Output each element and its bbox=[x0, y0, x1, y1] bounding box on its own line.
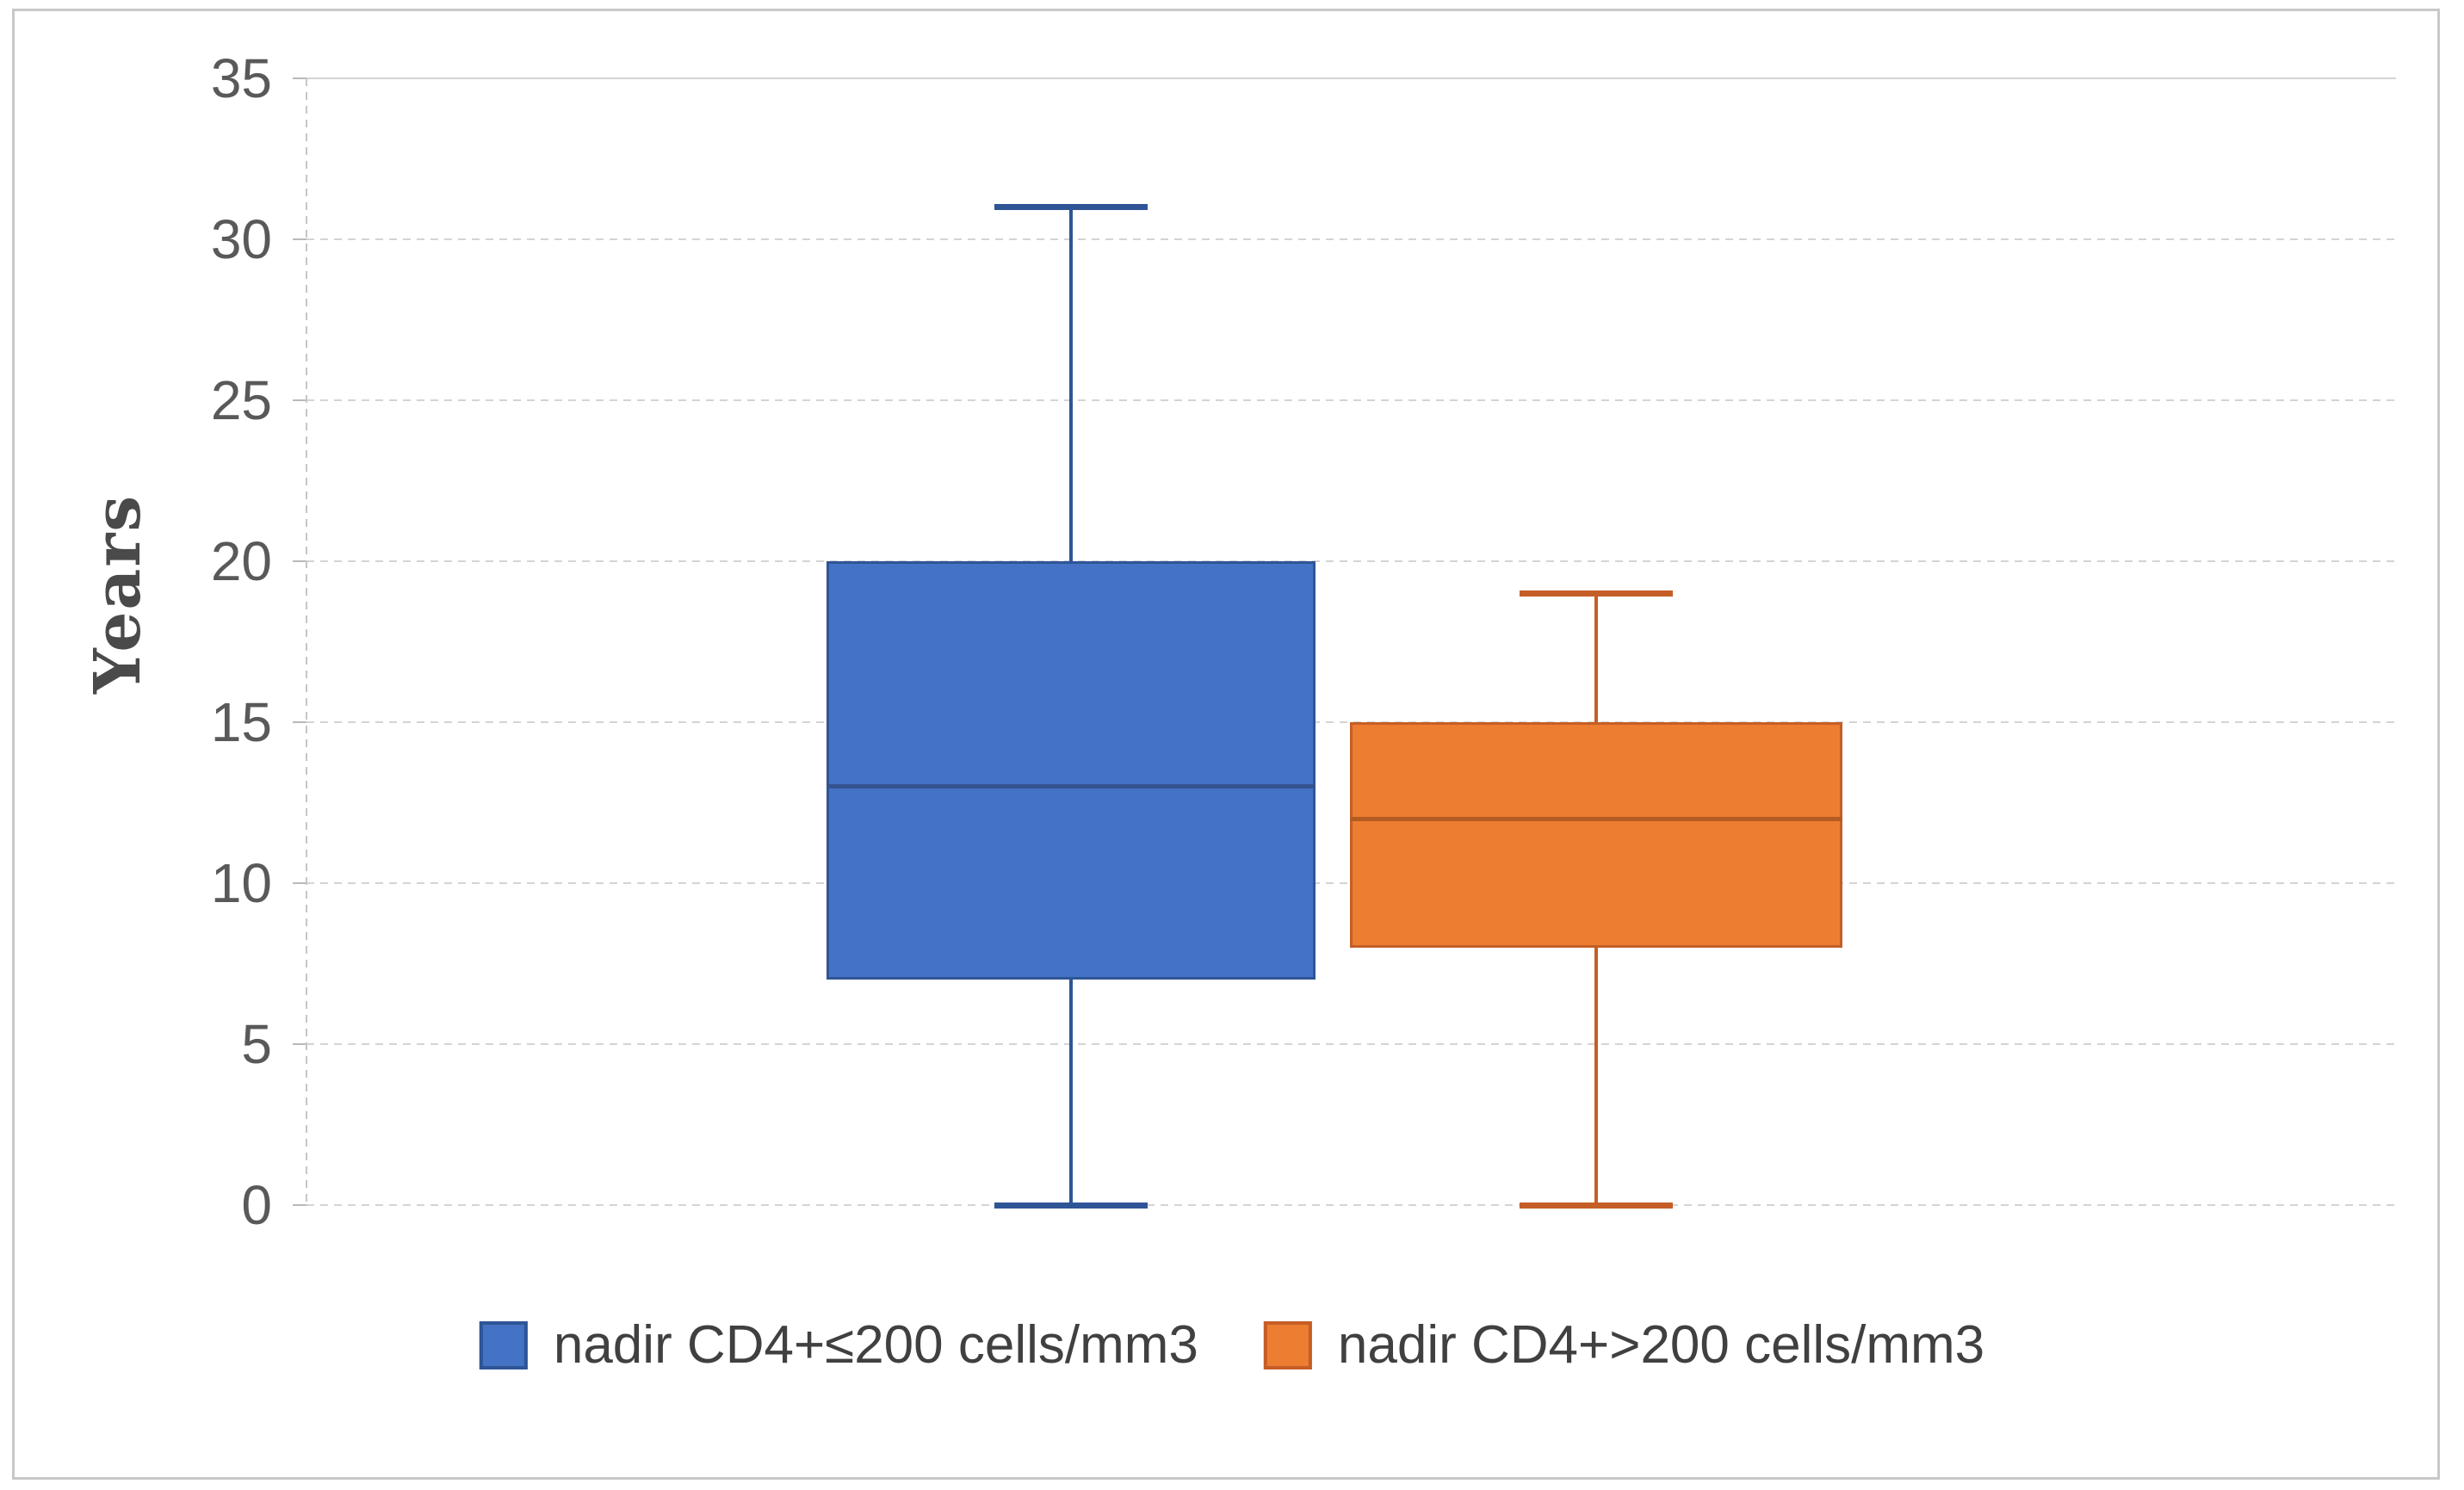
gridline-30 bbox=[306, 238, 2396, 240]
y-tick-0 bbox=[293, 1204, 306, 1206]
y-axis-line bbox=[306, 78, 307, 1205]
median-line-1 bbox=[1350, 816, 1842, 821]
median-line-0 bbox=[826, 784, 1316, 789]
y-tick-30 bbox=[293, 238, 306, 240]
gridline-0 bbox=[306, 1204, 2396, 1206]
y-tick-label-15: 15 bbox=[210, 691, 272, 753]
legend-item-1: nadir CD4+>200 cells/mm3 bbox=[1263, 1315, 1985, 1376]
legend-swatch-icon bbox=[479, 1321, 528, 1369]
y-tick-5 bbox=[293, 1043, 306, 1045]
y-tick-15 bbox=[293, 721, 306, 723]
gridline-35 bbox=[306, 77, 2396, 79]
gridline-20 bbox=[306, 560, 2396, 562]
whisker-cap-min-1 bbox=[1520, 1202, 1673, 1209]
legend-swatch-icon bbox=[1263, 1321, 1312, 1369]
y-tick-label-25: 25 bbox=[210, 369, 272, 431]
legend-label: nadir CD4+>200 cells/mm3 bbox=[1337, 1315, 1985, 1375]
y-tick-label-0: 0 bbox=[241, 1174, 272, 1236]
y-tick-25 bbox=[293, 399, 306, 401]
box-0 bbox=[826, 561, 1316, 980]
gridline-25 bbox=[306, 399, 2396, 401]
whisker-cap-max-1 bbox=[1520, 590, 1673, 597]
y-tick-label-30: 30 bbox=[210, 208, 272, 270]
y-tick-label-5: 5 bbox=[241, 1013, 272, 1075]
y-tick-label-20: 20 bbox=[210, 530, 272, 592]
box-1 bbox=[1350, 722, 1842, 948]
y-axis-title: Years bbox=[81, 493, 155, 695]
y-tick-10 bbox=[293, 882, 306, 884]
y-tick-label-35: 35 bbox=[210, 47, 272, 109]
whisker-lower-0 bbox=[1069, 980, 1073, 1205]
y-tick-20 bbox=[293, 560, 306, 562]
whisker-upper-0 bbox=[1069, 207, 1073, 561]
legend-label: nadir CD4+≤200 cells/mm3 bbox=[553, 1315, 1198, 1375]
legend: nadir CD4+≤200 cells/mm3 nadir CD4+>200 c… bbox=[479, 1315, 1985, 1376]
legend-item-0: nadir CD4+≤200 cells/mm3 bbox=[479, 1315, 1198, 1376]
y-tick-label-10: 10 bbox=[210, 852, 272, 914]
gridline-5 bbox=[306, 1043, 2396, 1045]
whisker-upper-1 bbox=[1594, 593, 1598, 722]
whisker-cap-max-0 bbox=[994, 204, 1148, 211]
whisker-lower-1 bbox=[1594, 947, 1598, 1205]
y-tick-35 bbox=[293, 77, 306, 79]
whisker-cap-min-0 bbox=[994, 1202, 1148, 1209]
